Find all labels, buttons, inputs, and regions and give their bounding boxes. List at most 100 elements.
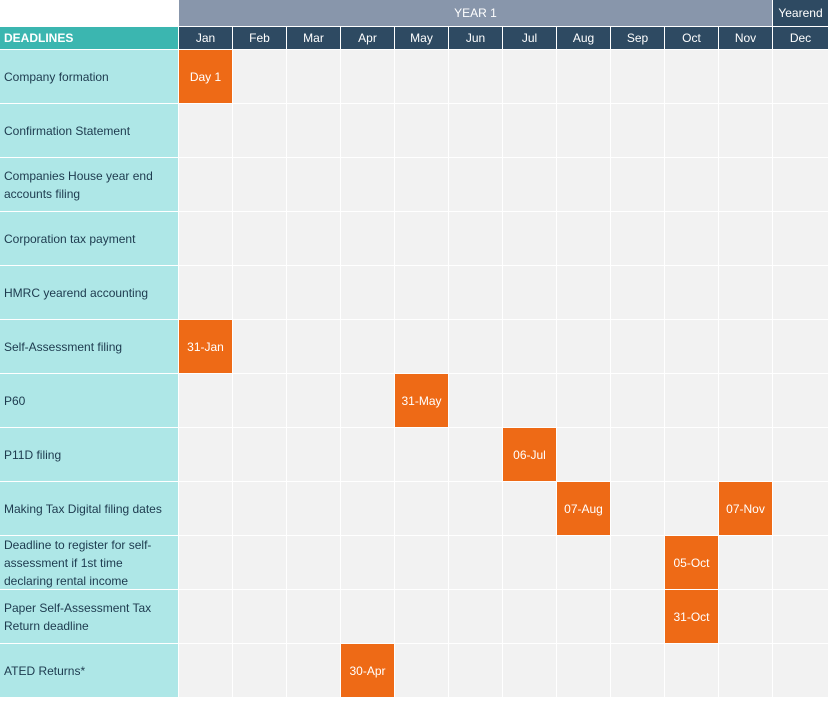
empty-cell [449, 536, 502, 589]
deadline-marker-text: 05-Oct [673, 555, 710, 570]
row-label-text: ATED Returns* [4, 663, 86, 678]
empty-cell [287, 212, 340, 265]
month-header-feb-text: Feb [249, 31, 270, 45]
empty-cell [665, 482, 718, 535]
row-label: HMRC yearend accounting [0, 266, 178, 319]
deadline-marker-text: 07-Aug [564, 501, 603, 516]
empty-cell [287, 374, 340, 427]
empty-cell [179, 428, 232, 481]
row-label-text: P11D filing [4, 447, 62, 462]
empty-cell [611, 428, 664, 481]
empty-cell [395, 428, 448, 481]
month-header-jan: Jan [179, 27, 232, 49]
month-header-sep: Sep [611, 27, 664, 49]
empty-cell [611, 50, 664, 103]
row-label: Companies House year end accounts filing [0, 158, 178, 211]
empty-cell [179, 590, 232, 643]
empty-cell [557, 428, 610, 481]
empty-cell [233, 482, 286, 535]
row-label-text: Confirmation Statement [4, 123, 131, 138]
month-header-dec: Dec [773, 27, 828, 49]
empty-cell [449, 50, 502, 103]
row-label: Self-Assessment filing [0, 320, 178, 373]
deadline-marker-text: 31-Jan [187, 339, 224, 354]
deadlines-header-label: DEADLINES [4, 31, 74, 45]
empty-cell [287, 320, 340, 373]
empty-cell [179, 644, 232, 697]
empty-cell [341, 374, 394, 427]
empty-cell [665, 266, 718, 319]
empty-cell [719, 266, 772, 319]
empty-cell [557, 374, 610, 427]
empty-cell [611, 104, 664, 157]
empty-cell [449, 212, 502, 265]
empty-cell [773, 320, 828, 373]
empty-cell [341, 482, 394, 535]
empty-cell [503, 536, 556, 589]
empty-cell [773, 50, 828, 103]
month-header-oct: Oct [665, 27, 718, 49]
empty-cell [179, 266, 232, 319]
month-header-nov-text: Nov [734, 31, 757, 45]
empty-cell [719, 590, 772, 643]
empty-cell [341, 158, 394, 211]
empty-cell [557, 50, 610, 103]
empty-cell [395, 158, 448, 211]
empty-cell [179, 212, 232, 265]
empty-cell [611, 212, 664, 265]
empty-cell [719, 428, 772, 481]
row-label: Making Tax Digital filing dates [0, 482, 178, 535]
row-label: Deadline to register for self-assessment… [0, 536, 178, 589]
deadline-marker-text: 06-Jul [513, 447, 546, 462]
deadline-marker: 31-Jan [179, 320, 232, 373]
row-label: Company formation [0, 50, 178, 103]
deadlines-header: DEADLINES [0, 27, 178, 49]
empty-cell [179, 104, 232, 157]
empty-cell [665, 158, 718, 211]
empty-cell [557, 536, 610, 589]
corner-blank-cell [0, 0, 178, 26]
month-header-feb: Feb [233, 27, 286, 49]
month-header-dec-text: Dec [789, 31, 812, 45]
empty-cell [341, 50, 394, 103]
empty-cell [395, 482, 448, 535]
empty-cell [395, 104, 448, 157]
empty-cell [611, 536, 664, 589]
empty-cell [287, 50, 340, 103]
month-header-jan-text: Jan [195, 31, 216, 45]
empty-cell [449, 374, 502, 427]
month-header-apr-text: Apr [358, 31, 377, 45]
empty-cell [719, 320, 772, 373]
empty-cell [773, 428, 828, 481]
empty-cell [449, 482, 502, 535]
empty-cell [665, 374, 718, 427]
empty-cell [503, 158, 556, 211]
month-header-mar: Mar [287, 27, 340, 49]
row-label-text: HMRC yearend accounting [4, 285, 149, 300]
deadline-marker: 31-Oct [665, 590, 718, 643]
empty-cell [449, 644, 502, 697]
month-header-aug: Aug [557, 27, 610, 49]
empty-cell [719, 644, 772, 697]
month-header-sep-text: Sep [626, 31, 649, 45]
empty-cell [287, 104, 340, 157]
empty-cell [395, 590, 448, 643]
empty-cell [233, 50, 286, 103]
empty-cell [233, 590, 286, 643]
empty-cell [665, 428, 718, 481]
empty-cell [503, 644, 556, 697]
row-label: P11D filing [0, 428, 178, 481]
empty-cell [611, 266, 664, 319]
empty-cell [773, 590, 828, 643]
empty-cell [665, 50, 718, 103]
empty-cell [773, 644, 828, 697]
empty-cell [773, 104, 828, 157]
empty-cell [719, 50, 772, 103]
empty-cell [233, 266, 286, 319]
empty-cell [179, 536, 232, 589]
empty-cell [611, 374, 664, 427]
empty-cell [557, 644, 610, 697]
empty-cell [287, 482, 340, 535]
empty-cell [611, 590, 664, 643]
